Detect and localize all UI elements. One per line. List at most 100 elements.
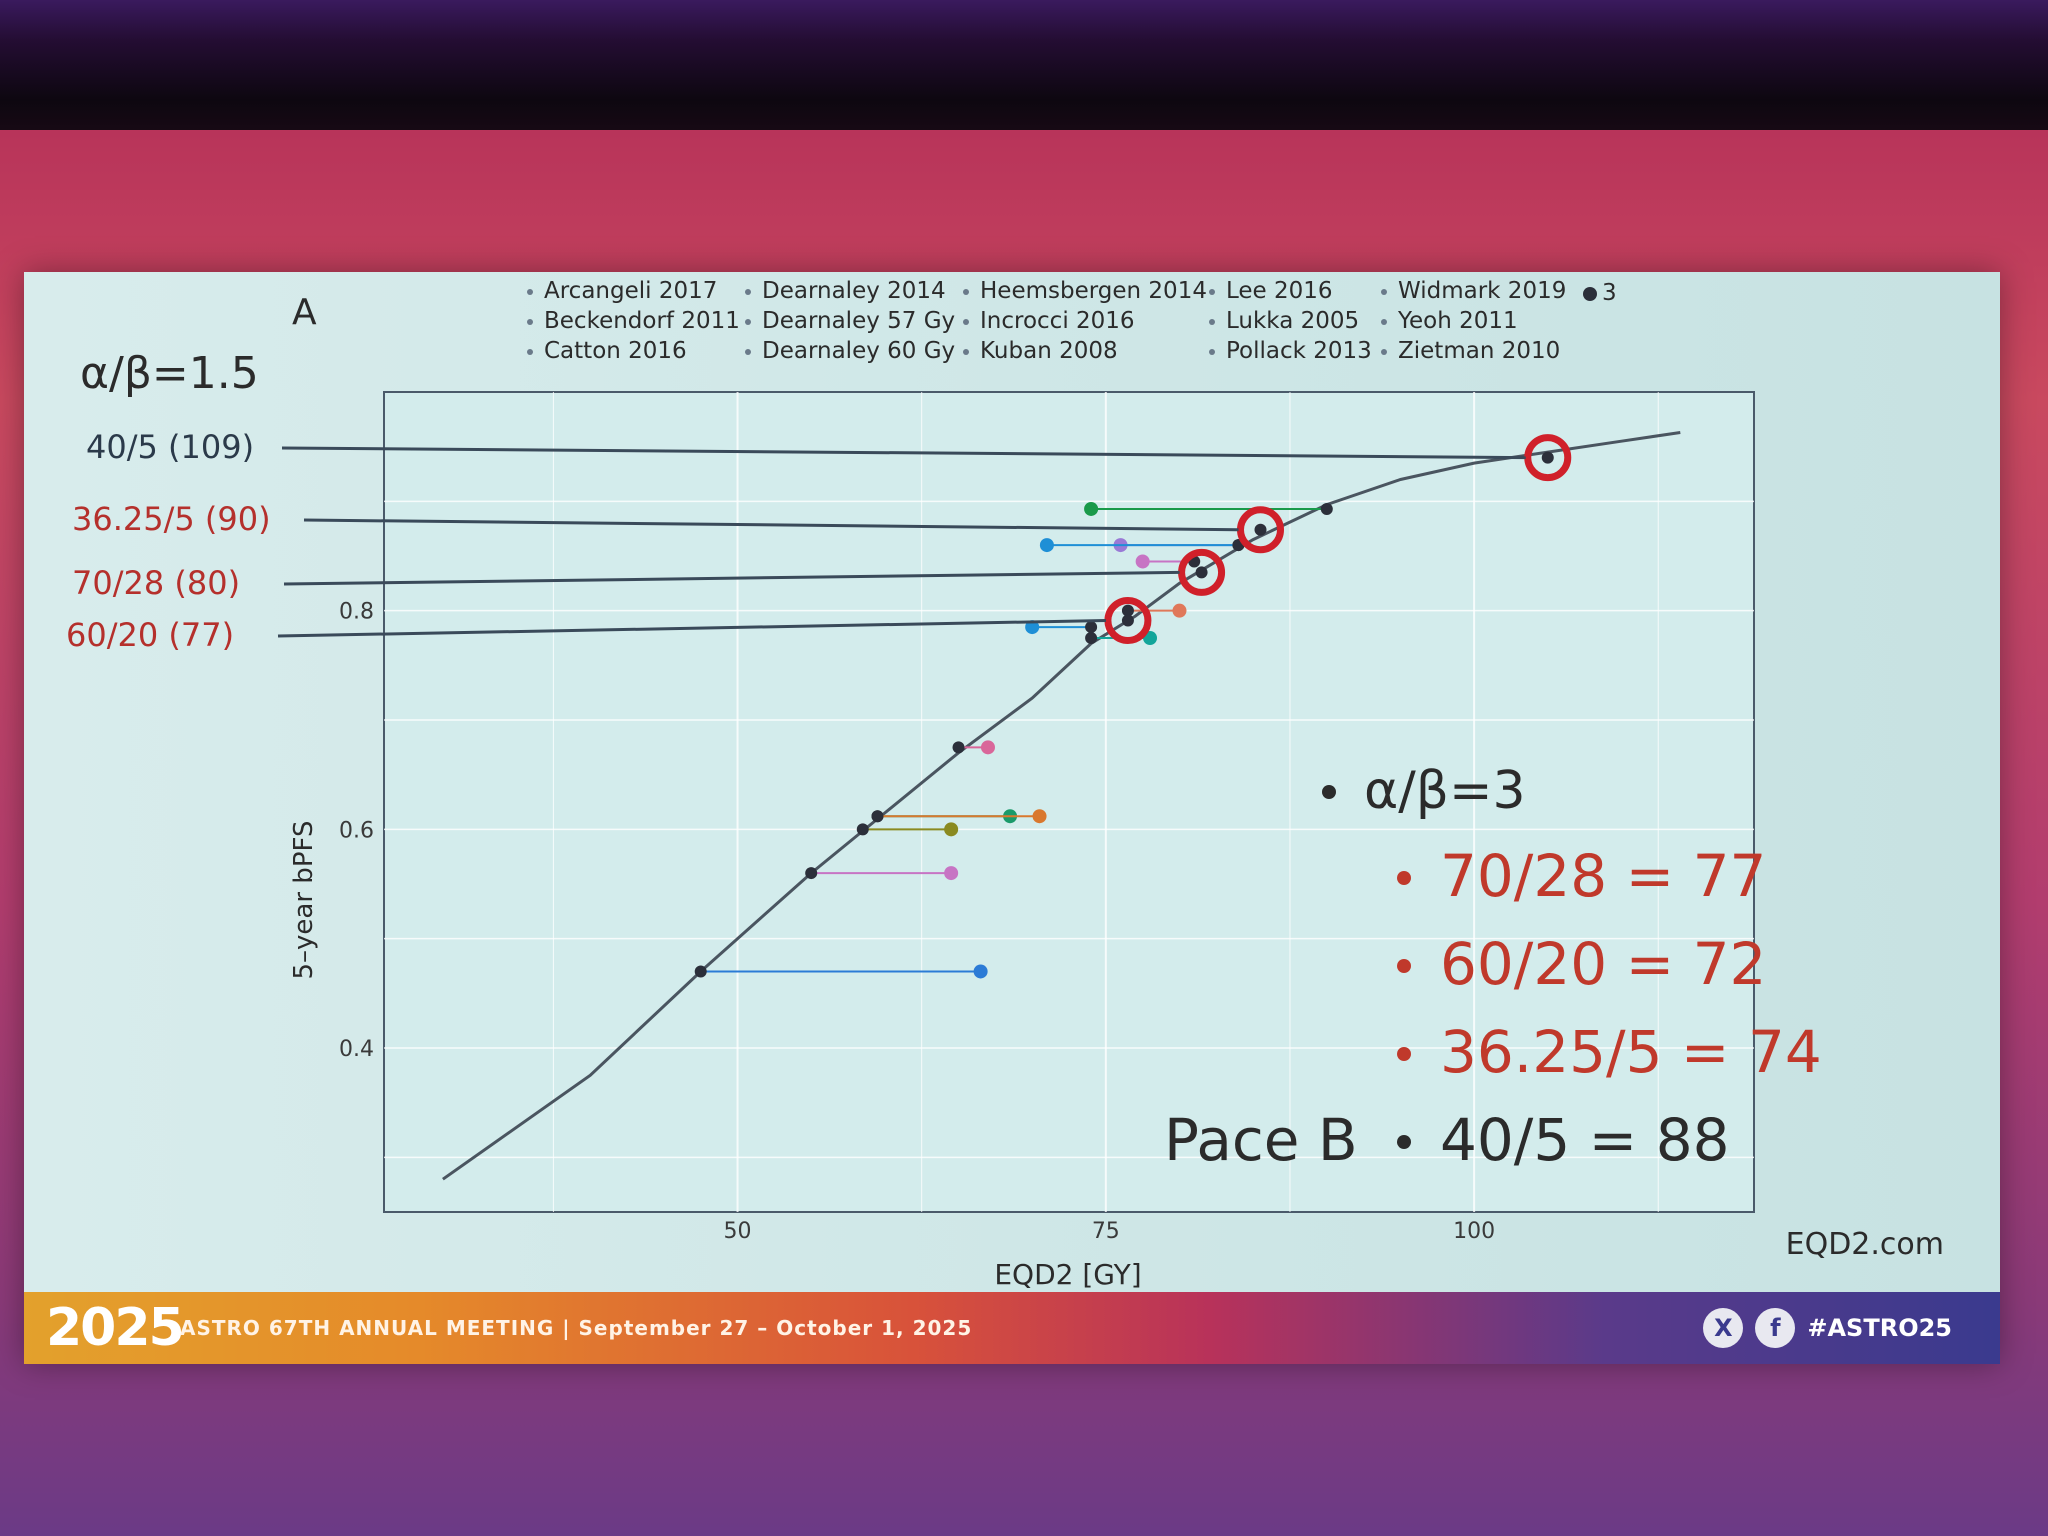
- annotation-item-bullet: [1397, 1135, 1411, 1149]
- x-icon: X: [1703, 1308, 1744, 1348]
- y-axis-label: 5–year bPFS: [289, 821, 319, 980]
- legend-bullet: [1209, 349, 1215, 355]
- leader-line: [277, 619, 1106, 638]
- panel-label: A: [292, 292, 317, 333]
- trial-point: [1172, 603, 1187, 618]
- legend-entry: Heemsbergen 2014: [980, 278, 1207, 304]
- trial-point: [1032, 809, 1047, 824]
- meeting-info: ASTRO 67TH ANNUAL MEETING | September 27…: [180, 1316, 973, 1340]
- highlight-ring: [1104, 597, 1152, 645]
- trial-point: [1084, 501, 1099, 516]
- legend-entry: Catton 2016: [544, 338, 687, 364]
- legend-entry: Zietman 2010: [1398, 338, 1560, 364]
- projection-screen: A α/β=1.5 Arcangeli 2017 Beckendorf 2011 C…: [24, 272, 2000, 1364]
- legend-entry: Lee 2016: [1226, 278, 1333, 304]
- trial-point: [1135, 554, 1150, 569]
- highlight-point: [1541, 451, 1554, 464]
- watermark: EQD2.com: [1786, 1227, 1944, 1262]
- annotation-item: 40/5 = 88: [1440, 1106, 1730, 1174]
- leader-line: [303, 518, 1239, 532]
- y-tick-label: 0.6: [339, 818, 374, 843]
- abr3-point: [1121, 604, 1134, 617]
- highlight-ring: [1237, 506, 1285, 554]
- legend: Arcangeli 2017 Beckendorf 2011 Catton 2016…: [527, 278, 1617, 364]
- facebook-icon: f: [1755, 1308, 1796, 1348]
- legend-bullet: [1381, 319, 1387, 325]
- annotation-item-bullet: [1397, 871, 1411, 885]
- abr3-point: [1320, 502, 1333, 515]
- slide: A α/β=1.5 Arcangeli 2017 Beckendorf 2011 C…: [24, 272, 2000, 1292]
- legend-bullet: [1209, 319, 1215, 325]
- x-tick-label: 75: [1092, 1219, 1120, 1244]
- y-tick-label: 0.8: [339, 600, 374, 625]
- left-dose-label: 60/20 (77): [66, 616, 234, 654]
- annotation-box: α/β=3 70/28 = 77 60/20 = 72 36.25/5 = 74 40/…: [1164, 761, 1822, 1174]
- abr3-point: [805, 867, 818, 880]
- legend-bullet: [745, 349, 751, 355]
- left-dose-label: 70/28 (80): [72, 564, 240, 602]
- trial-point: [1039, 538, 1054, 553]
- astro-2025-logo: 2025: [46, 1298, 185, 1358]
- trial-point: [944, 822, 959, 837]
- annotation-item: 36.25/5 = 74: [1440, 1018, 1822, 1086]
- legend-bullet-3: [1583, 287, 1597, 301]
- conference-footer: 2025 ASTRO 67TH ANNUAL MEETING | Septemb…: [24, 1292, 2000, 1364]
- trial-point: [980, 740, 995, 755]
- legend-entry: Yeoh 2011: [1397, 308, 1518, 334]
- highlight-ring: [1524, 434, 1572, 482]
- annotation-item-bullet: [1397, 1047, 1411, 1061]
- highlight-point: [1121, 614, 1134, 627]
- legend-entry: Widmark 2019: [1398, 278, 1566, 304]
- left-dose-label: 36.25/5 (90): [72, 500, 271, 538]
- legend-bullet: [1381, 349, 1387, 355]
- y-tick-label: 0.4: [339, 1037, 374, 1062]
- x-tick-label: 100: [1453, 1219, 1495, 1244]
- hashtag: #ASTRO25: [1807, 1314, 1952, 1342]
- leader-line: [283, 570, 1180, 586]
- annotation-item: 60/20 = 72: [1440, 930, 1766, 998]
- trial-point: [1025, 620, 1040, 635]
- legend-bullet: [1209, 289, 1215, 295]
- legend-bullet: [963, 289, 969, 295]
- legend-bullet: [745, 319, 751, 325]
- highlight-ring: [1178, 548, 1226, 596]
- annotation-heading: α/β=3: [1364, 761, 1526, 821]
- trial-point: [973, 964, 988, 979]
- left-labels: 40/5 (109) 36.25/5 (90) 70/28 (80) 60/20 (7…: [66, 428, 1526, 654]
- legend-entry: Arcangeli 2017: [544, 278, 717, 304]
- legend-entry: Dearnaley 60 Gy: [762, 338, 955, 364]
- abr3-point: [952, 741, 965, 754]
- abr3-point: [694, 965, 707, 978]
- legend-entry-3: 3: [1602, 280, 1617, 306]
- legend-bullet: [1381, 289, 1387, 295]
- plot-frame: [383, 391, 1755, 1213]
- legend-entry: Dearnaley 2014: [762, 278, 946, 304]
- left-dose-label: 40/5 (109): [86, 428, 254, 466]
- legend-entry: Pollack 2013: [1226, 338, 1372, 364]
- legend-bullet: [527, 319, 533, 325]
- x-tick-label: 50: [724, 1219, 752, 1244]
- legend-entry: Kuban 2008: [980, 338, 1118, 364]
- trial-point: [944, 866, 959, 881]
- legend-entry: Incrocci 2016: [980, 308, 1135, 334]
- alpha-beta-left: α/β=1.5: [80, 348, 259, 399]
- legend-bullet: [963, 349, 969, 355]
- legend-bullet: [745, 289, 751, 295]
- annotation-item: 70/28 = 77: [1440, 842, 1766, 910]
- abr3-point: [871, 810, 884, 823]
- legend-bullet: [527, 289, 533, 295]
- annotation-bullet: [1322, 785, 1336, 799]
- legend-bullet: [527, 349, 533, 355]
- abr3-point: [1085, 621, 1098, 634]
- legend-entry: Dearnaley 57 Gy: [762, 308, 955, 334]
- x-axis-label: EQD2 [GY]: [994, 1258, 1141, 1291]
- highlight-point: [1254, 523, 1267, 536]
- annotation-item-bullet: [1397, 959, 1411, 973]
- leader-line: [281, 446, 1526, 460]
- pace-b-label: Pace B: [1164, 1106, 1358, 1174]
- legend-entry: Beckendorf 2011: [544, 308, 740, 334]
- legend-entry: Lukka 2005: [1226, 308, 1359, 334]
- stage-background: [0, 0, 2048, 130]
- highlight-point: [1195, 566, 1208, 579]
- legend-bullet: [963, 319, 969, 325]
